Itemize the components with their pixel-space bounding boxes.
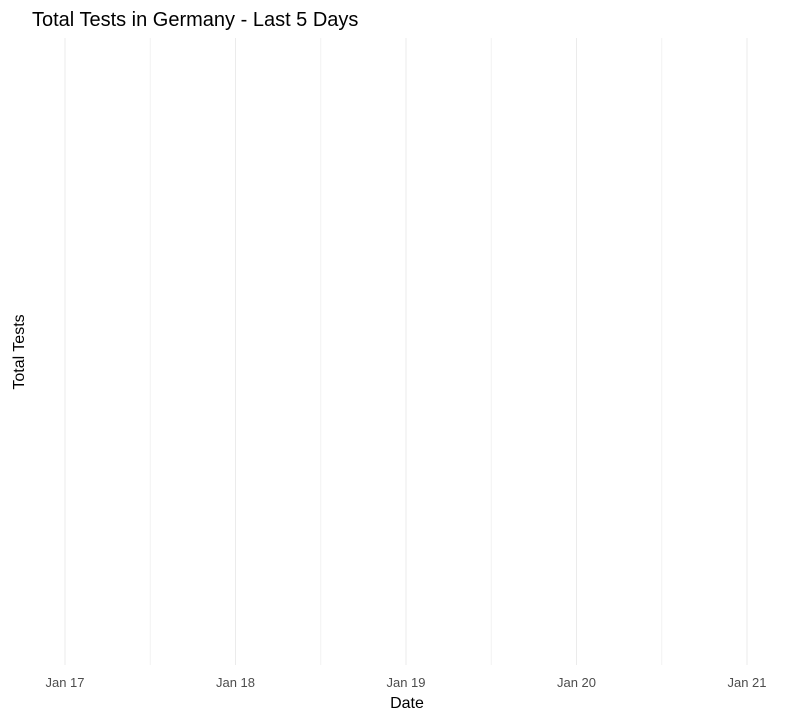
y-axis-title: Total Tests bbox=[11, 314, 28, 389]
x-tick-label: Jan 18 bbox=[216, 675, 255, 690]
x-tick-label: Jan 19 bbox=[386, 675, 425, 690]
x-tick-label: Jan 17 bbox=[45, 675, 84, 690]
x-tick-label: Jan 20 bbox=[557, 675, 596, 690]
x-axis-title: Date bbox=[390, 695, 424, 712]
chart-title: Total Tests in Germany - Last 5 Days bbox=[32, 9, 358, 31]
x-tick-labels: Jan 17 Jan 18 Jan 19 Jan 20 Jan 21 bbox=[45, 675, 766, 690]
grid bbox=[64, 38, 748, 665]
x-tick-label: Jan 21 bbox=[727, 675, 766, 690]
